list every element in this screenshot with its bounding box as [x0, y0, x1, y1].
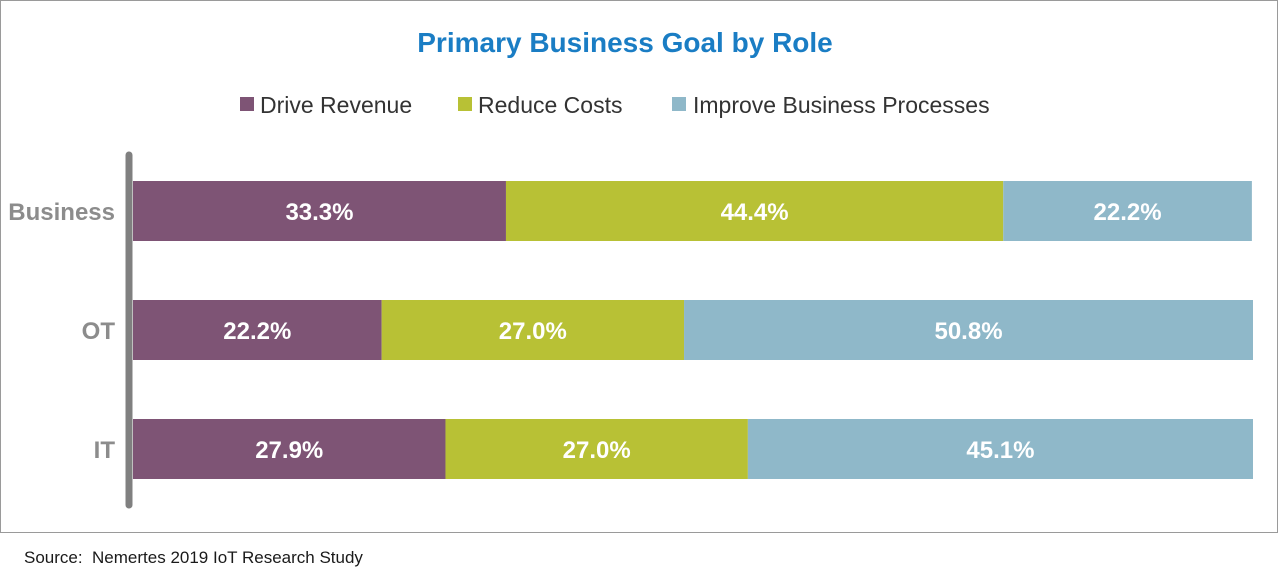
bar-segment [747, 419, 1253, 479]
data-label: 44.4% [721, 199, 789, 226]
bar-segment [381, 300, 685, 360]
bar-segment [133, 181, 506, 241]
bar-segment [133, 419, 446, 479]
legend-swatch [458, 97, 472, 111]
bar-segment [133, 300, 382, 360]
bar-row: 22.2% 27.0% 50.8% [133, 300, 1253, 360]
chart-frame [0, 0, 1278, 533]
data-label: 27.0% [563, 437, 631, 464]
legend-label: Improve Business Processes [693, 92, 990, 118]
legend-label: Drive Revenue [260, 92, 412, 118]
legend-item: Reduce Costs [458, 92, 622, 118]
bar-row: 27.9% 27.0% 45.1% [133, 419, 1253, 479]
category-label: Business [8, 199, 115, 226]
bar-segment [684, 300, 1253, 360]
data-label: 27.0% [499, 318, 567, 345]
data-label: 33.3% [285, 199, 353, 226]
category-labels: Business OT IT [8, 199, 115, 464]
chart-legend: Drive Revenue Reduce Costs Improve Busines… [240, 92, 990, 118]
bar-segment [1003, 181, 1252, 241]
legend-label: Reduce Costs [478, 92, 622, 118]
bar-segment [505, 181, 1004, 241]
legend-item: Improve Business Processes [672, 92, 990, 118]
stacked-bar-chart: Primary Business Goal by Role Drive Reve… [8, 27, 1253, 509]
data-label: 22.2% [223, 318, 291, 345]
data-label: 45.1% [966, 437, 1034, 464]
category-label: IT [94, 437, 116, 464]
chart-title: Primary Business Goal by Role [417, 27, 833, 58]
data-label: 27.9% [255, 437, 323, 464]
bar-segment [445, 419, 748, 479]
bar-row: 33.3% 44.4% 22.2% [133, 181, 1252, 241]
data-label: 50.8% [934, 318, 1002, 345]
legend-swatch [240, 97, 254, 111]
bars-group: 33.3% 44.4% 22.2% 22.2% 27.0% 50.8% 27.9% 27.0%… [133, 181, 1253, 479]
source-note: Source: Nemertes 2019 IoT Research Study [24, 548, 363, 567]
data-label: 22.2% [1094, 199, 1162, 226]
legend-item: Drive Revenue [240, 92, 412, 118]
category-label: OT [82, 318, 116, 345]
legend-swatch [672, 97, 686, 111]
